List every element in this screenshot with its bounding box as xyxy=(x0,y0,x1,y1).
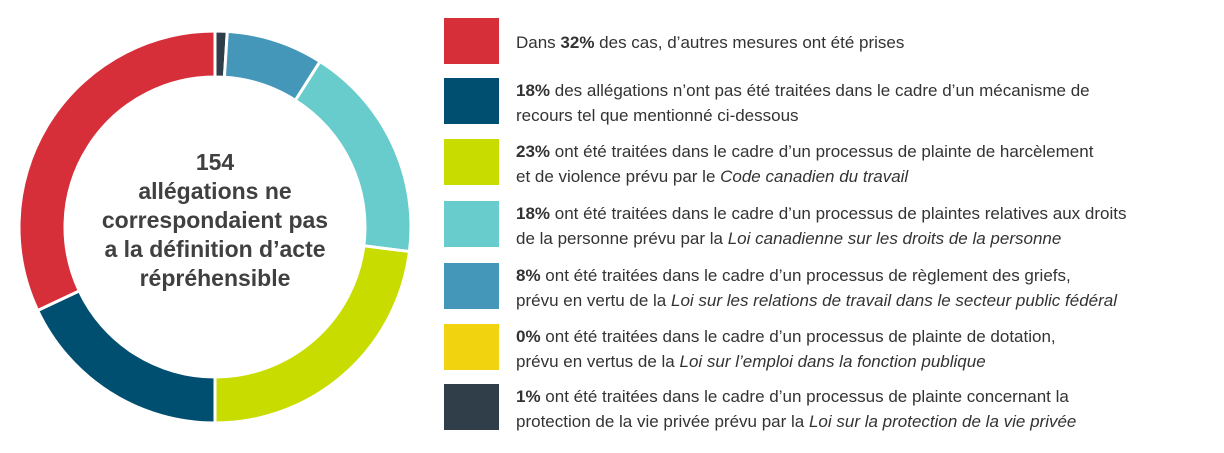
legend-text: Dans 32% des cas, d’autres mesures ont é… xyxy=(516,30,1206,55)
legend-swatch xyxy=(444,384,499,430)
legend-text-segment: de la personne prévu par la xyxy=(516,229,728,248)
legend-item: Dans 32% des cas, d’autres mesures ont é… xyxy=(444,18,1214,64)
legend-swatch xyxy=(444,263,499,309)
legend-text: 8% ont été traitées dans le cadre d’un p… xyxy=(516,263,1206,313)
legend-text-segment: Loi sur la protection de la vie privée xyxy=(808,412,1077,431)
legend-text-line: prévu en vertus de la Loi sur l’emploi d… xyxy=(516,349,1206,374)
legend-text-segment: prévu en vertus de la xyxy=(516,352,680,371)
legend-text: 18% ont été traitées dans le cadre d’un … xyxy=(516,201,1206,251)
legend-text-line: protection de la vie privée prévu par la… xyxy=(516,409,1206,434)
legend-text-segment: ont été traitées dans le cadre d’un proc… xyxy=(550,142,1094,161)
legend-text-line: 1% ont été traitées dans le cadre d’un p… xyxy=(516,384,1206,409)
legend-item: 23% ont été traitées dans le cadre d’un … xyxy=(444,139,1214,186)
center-line: allégations ne xyxy=(138,178,292,204)
legend-text-segment: et de violence prévu par le xyxy=(516,167,721,186)
legend-text-segment: Loi canadienne sur les droits de la pers… xyxy=(727,229,1062,248)
donut-center-label: 154 allégations ne correspondaient pas a… xyxy=(62,148,368,293)
legend-percent: 23% xyxy=(516,142,551,161)
legend-item: 1% ont été traitées dans le cadre d’un p… xyxy=(444,384,1214,431)
legend-text-line: 8% ont été traitées dans le cadre d’un p… xyxy=(516,263,1206,288)
legend-text-segment: prévu en vertu de la xyxy=(516,291,671,310)
legend-text-segment: ont été traitées dans le cadre d’un proc… xyxy=(540,266,1071,285)
legend-text-segment: recours tel que mentionné ci-dessous xyxy=(516,106,799,125)
legend-percent: 32% xyxy=(560,33,595,52)
legend-percent: 8% xyxy=(516,266,541,285)
legend-text: 18% des allégations n’ont pas été traité… xyxy=(516,78,1206,128)
legend-text-line: de la personne prévu par la Loi canadien… xyxy=(516,226,1206,251)
legend-text-line: 23% ont été traitées dans le cadre d’un … xyxy=(516,139,1206,164)
legend-text-line: 0% ont été traitées dans le cadre d’un p… xyxy=(516,324,1206,349)
legend-item: 8% ont été traitées dans le cadre d’un p… xyxy=(444,263,1214,310)
donut-slice xyxy=(35,288,217,425)
legend-text-segment: Loi sur l’emploi dans la fonction publiq… xyxy=(679,352,986,371)
legend-text-line: recours tel que mentionné ci-dessous xyxy=(516,103,1206,128)
center-line: correspondaient pas xyxy=(101,207,329,233)
legend-percent: 18% xyxy=(516,81,551,100)
legend-text: 1% ont été traitées dans le cadre d’un p… xyxy=(516,384,1206,434)
legend-text-segment: Loi sur les relations de travail dans le… xyxy=(670,291,1118,310)
legend-swatch xyxy=(444,78,499,124)
legend-text-segment: protection de la vie privée prévu par la xyxy=(516,412,809,431)
legend-text: 0% ont été traitées dans le cadre d’un p… xyxy=(516,324,1206,374)
legend-item: 18% des allégations n’ont pas été traité… xyxy=(444,78,1214,125)
legend-swatch xyxy=(444,324,499,370)
legend-text-segment: Dans xyxy=(516,33,561,52)
legend-item: 0% ont été traitées dans le cadre d’un p… xyxy=(444,324,1214,371)
legend-text-line: 18% des allégations n’ont pas été traité… xyxy=(516,78,1206,103)
legend-text-segment: ont été traitées dans le cadre d’un proc… xyxy=(540,327,1056,346)
legend-text-segment: des cas, d’autres mesures ont été prises xyxy=(594,33,905,52)
legend-percent: 1% xyxy=(516,387,541,406)
legend-text-segment: ont été traitées dans le cadre d’un proc… xyxy=(550,204,1127,223)
legend-text-segment: Code canadien du travail xyxy=(720,167,909,186)
legend-text: 23% ont été traitées dans le cadre d’un … xyxy=(516,139,1206,189)
legend-text-segment: des allégations n’ont pas été traitées d… xyxy=(550,81,1090,100)
legend-percent: 18% xyxy=(516,204,551,223)
legend-percent: 0% xyxy=(516,327,541,346)
legend-text-line: prévu en vertu de la Loi sur les relatio… xyxy=(516,288,1206,313)
center-line: a la définition d’acte xyxy=(104,236,326,262)
legend-swatch xyxy=(444,18,499,64)
legend-text-line: Dans 32% des cas, d’autres mesures ont é… xyxy=(516,30,1206,55)
legend-text-segment: ont été traitées dans le cadre d’un proc… xyxy=(540,387,1069,406)
legend-item: 18% ont été traitées dans le cadre d’un … xyxy=(444,201,1214,248)
legend-text-line: 18% ont été traitées dans le cadre d’un … xyxy=(516,201,1206,226)
center-line: répréhensible xyxy=(139,265,291,291)
donut-chart xyxy=(17,29,413,425)
legend-swatch xyxy=(444,201,499,247)
legend-swatch xyxy=(444,139,499,185)
donut-slice xyxy=(17,29,217,313)
legend-text-line: et de violence prévu par le Code canadie… xyxy=(516,164,1206,189)
center-line: 154 xyxy=(195,149,235,175)
